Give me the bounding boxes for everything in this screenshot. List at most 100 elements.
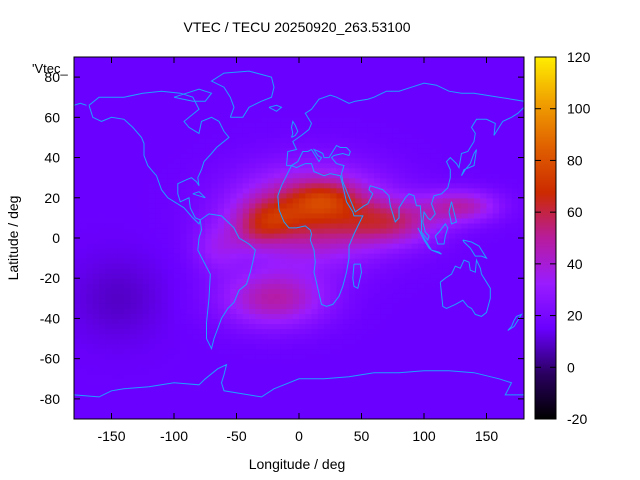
heat-cell bbox=[186, 147, 194, 154]
heat-cell bbox=[517, 293, 524, 299]
heat-cell bbox=[249, 122, 256, 128]
heat-cell bbox=[405, 172, 413, 179]
heat-cell bbox=[161, 358, 169, 365]
heat-cell bbox=[149, 92, 156, 98]
heat-cell bbox=[80, 258, 88, 264]
heat-cell bbox=[430, 127, 438, 134]
heat-cell bbox=[374, 353, 381, 360]
heat-cell bbox=[136, 227, 144, 234]
heat-cell bbox=[411, 278, 419, 284]
heat-cell bbox=[174, 328, 181, 335]
heat-cell bbox=[305, 92, 313, 98]
heat-cell bbox=[517, 162, 524, 169]
heat-cell bbox=[242, 97, 250, 103]
heat-cell bbox=[374, 248, 381, 254]
heat-cell bbox=[286, 348, 294, 355]
heat-cell bbox=[455, 137, 463, 144]
heat-cell bbox=[217, 293, 225, 299]
heat-cell bbox=[299, 182, 306, 189]
heat-cell bbox=[417, 167, 425, 174]
heat-cell bbox=[161, 388, 169, 395]
heat-cell bbox=[236, 338, 244, 345]
heat-cell bbox=[130, 217, 138, 224]
heat-cell bbox=[349, 167, 356, 174]
heat-cell bbox=[199, 283, 206, 289]
heat-cell bbox=[130, 298, 138, 304]
heat-cell bbox=[199, 107, 206, 113]
heat-cell bbox=[355, 72, 363, 78]
heat-cell bbox=[492, 137, 500, 144]
heat-cell bbox=[267, 368, 275, 375]
heat-cell bbox=[99, 92, 106, 98]
heat-cell bbox=[499, 122, 506, 128]
heat-cell bbox=[380, 278, 388, 284]
heat-cell bbox=[311, 192, 319, 199]
heat-cell bbox=[111, 338, 119, 345]
heat-cell bbox=[255, 177, 263, 184]
heat-cell bbox=[111, 273, 119, 279]
heat-cell bbox=[74, 137, 81, 144]
heat-cell bbox=[261, 298, 269, 304]
heat-cell bbox=[442, 207, 450, 214]
heat-cell bbox=[430, 152, 438, 159]
heat-cell bbox=[124, 393, 131, 400]
heat-cell bbox=[274, 197, 281, 204]
heat-cell bbox=[155, 388, 163, 395]
heat-cell bbox=[199, 222, 206, 229]
heat-cell bbox=[205, 72, 213, 78]
heat-cell bbox=[111, 82, 119, 88]
heat-cell bbox=[336, 308, 344, 315]
heat-cell bbox=[311, 222, 319, 229]
heat-cell bbox=[467, 127, 475, 134]
heat-cell bbox=[124, 388, 131, 395]
heat-cell bbox=[186, 102, 194, 108]
heat-cell bbox=[480, 348, 488, 355]
heat-cell bbox=[280, 343, 288, 350]
heat-cell bbox=[442, 413, 450, 419]
heat-cell bbox=[442, 293, 450, 299]
heat-cell bbox=[155, 353, 163, 360]
heat-cell bbox=[436, 363, 444, 370]
heat-cell bbox=[199, 353, 206, 360]
heat-cell bbox=[236, 187, 244, 194]
heat-cell bbox=[367, 273, 375, 279]
heat-cell bbox=[211, 293, 219, 299]
heat-cell bbox=[480, 162, 488, 169]
heat-cell bbox=[361, 353, 369, 360]
heat-cell bbox=[236, 253, 244, 259]
heat-cell bbox=[211, 243, 219, 249]
heat-cell bbox=[330, 102, 338, 108]
heat-cell bbox=[374, 112, 381, 118]
heat-cell bbox=[311, 398, 319, 405]
heat-cell bbox=[149, 197, 156, 204]
heat-cell bbox=[311, 268, 319, 274]
heat-cell bbox=[199, 82, 206, 88]
heat-cell bbox=[505, 112, 513, 118]
heat-cell bbox=[461, 187, 469, 194]
heat-cell bbox=[417, 373, 425, 380]
heat-cell bbox=[499, 268, 506, 274]
heat-cell bbox=[236, 67, 244, 73]
heat-cell bbox=[392, 298, 400, 304]
heat-cell bbox=[267, 328, 275, 335]
heat-cell bbox=[392, 383, 400, 390]
heat-cell bbox=[405, 358, 413, 365]
heat-cell bbox=[136, 122, 144, 128]
heat-cell bbox=[92, 192, 100, 199]
heat-cell bbox=[430, 273, 438, 279]
heat-cell bbox=[342, 227, 350, 234]
heat-cell bbox=[117, 398, 125, 405]
heat-cell bbox=[467, 72, 475, 78]
heat-cell bbox=[411, 243, 419, 249]
heat-cell bbox=[317, 222, 325, 229]
heat-cell bbox=[136, 172, 144, 179]
heat-cell bbox=[255, 253, 263, 259]
heat-cell bbox=[292, 363, 300, 370]
heat-cell bbox=[224, 67, 231, 73]
heat-cell bbox=[424, 77, 431, 83]
heat-cell bbox=[180, 102, 188, 108]
heat-cell bbox=[99, 67, 106, 73]
heat-cell bbox=[224, 263, 231, 269]
heat-cell bbox=[117, 207, 125, 214]
heat-cell bbox=[211, 112, 219, 118]
